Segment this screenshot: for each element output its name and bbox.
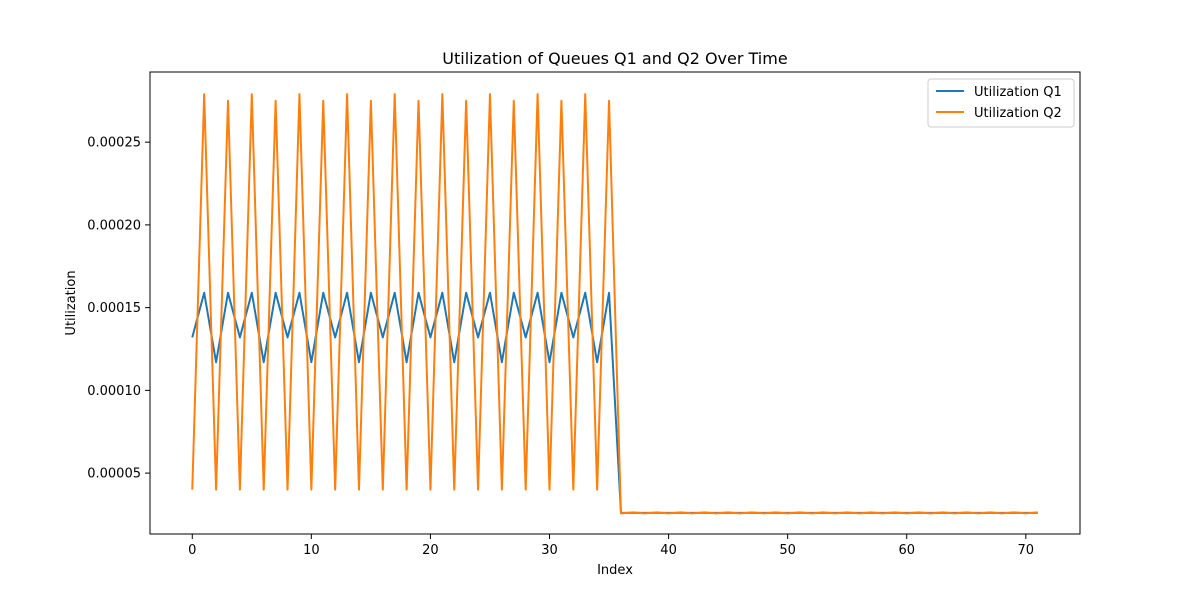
y-axis: 0.00005 0.00010 0.00015 0.00020 0.00025 [87,136,150,482]
plot-area-frame [149,71,1081,535]
y-tick-label: 0.00015 [87,301,141,316]
x-tick-label: 30 [541,543,558,558]
legend: Utilization Q1 Utilization Q2 [927,78,1075,128]
y-tick-label: 0.00005 [87,467,141,482]
x-tick-label: 0 [188,543,196,558]
y-tick-label: 0.00020 [87,218,141,233]
x-tick-label: 60 [898,543,915,558]
y-tick-label: 0.00025 [87,136,141,151]
x-tick-label: 10 [303,543,320,558]
x-tick-label: 40 [660,543,677,558]
x-tick-label: 70 [1018,543,1035,558]
y-axis-title: Utilization [64,270,79,335]
y-tick-label: 0.00010 [87,384,141,399]
legend-label-q1: Utilization Q1 [974,85,1062,100]
x-axis: 0 10 20 30 40 50 60 70 [188,534,1034,558]
chart-title: Utilization of Queues Q1 and Q2 Over Tim… [442,49,787,68]
x-tick-label: 50 [779,543,796,558]
x-axis-title: Index [597,563,633,578]
legend-label-q2: Utilization Q2 [974,106,1062,121]
x-tick-label: 20 [422,543,439,558]
series-layer [191,93,1038,515]
series-line-q2 [191,93,1038,515]
legend-box [927,78,1075,128]
